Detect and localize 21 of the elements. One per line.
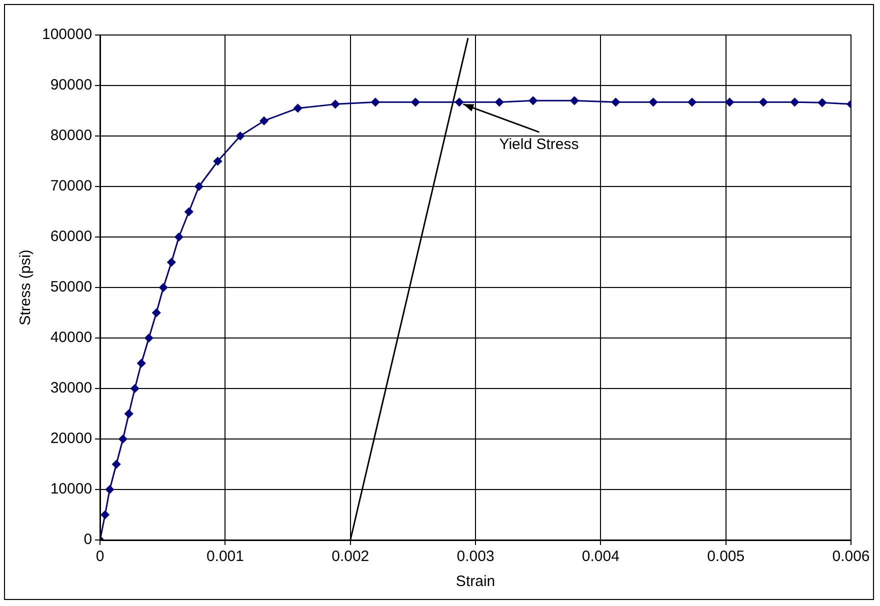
y-tick-label: 90000 xyxy=(50,76,92,94)
y-tick-label: 60000 xyxy=(50,228,92,246)
x-tick-label: 0.003 xyxy=(456,548,494,566)
y-tick-label: 50000 xyxy=(50,278,92,296)
y-tick-label: 30000 xyxy=(50,380,92,397)
y-tick-label: 70000 xyxy=(50,178,92,195)
y-axis-title: Stress (psi) xyxy=(17,250,34,326)
x-tick-label: 0 xyxy=(96,548,104,566)
x-tick-label: 0.001 xyxy=(206,548,244,566)
x-tick-label: 0.006 xyxy=(832,548,870,566)
annotation: Yield Stress xyxy=(499,136,579,154)
y-tick-label: 40000 xyxy=(50,329,92,346)
x-tick-label: 0.002 xyxy=(332,548,370,566)
y-tick-label: 100000 xyxy=(42,26,92,44)
x-tick-label: 0.005 xyxy=(707,548,745,566)
y-tick-label: 0 xyxy=(84,531,92,548)
y-tick-label: 80000 xyxy=(50,127,92,144)
x-axis-title: Strain xyxy=(456,573,496,590)
y-tick-label: 10000 xyxy=(50,480,92,498)
x-tick-label: 0.004 xyxy=(582,548,620,566)
y-tick-label: 20000 xyxy=(50,430,92,448)
